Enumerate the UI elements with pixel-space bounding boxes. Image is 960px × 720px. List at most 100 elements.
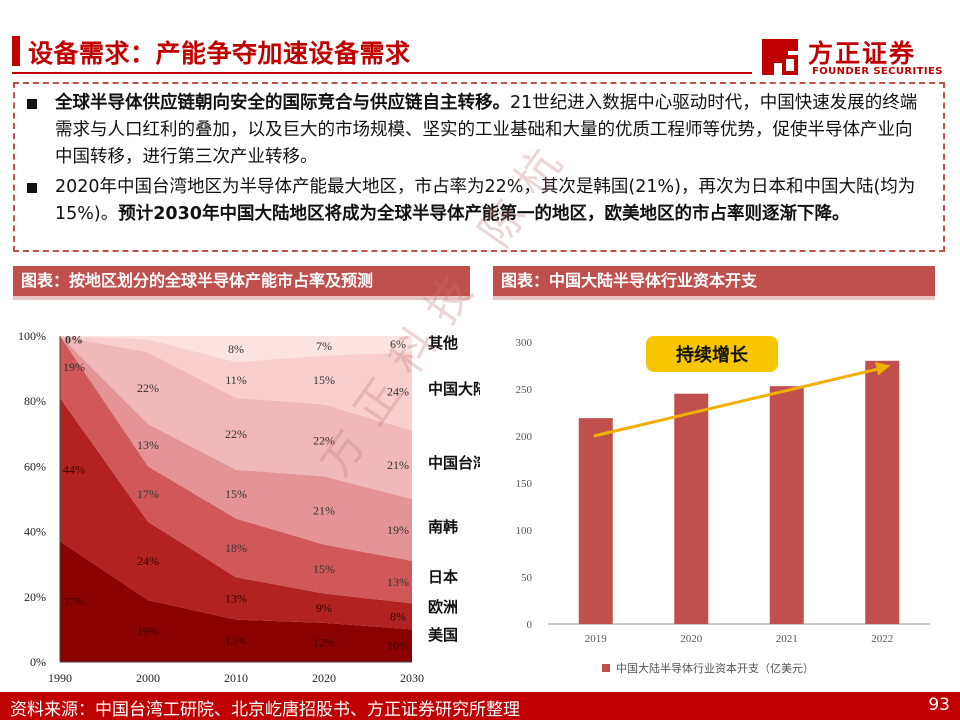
- data-label: 21%: [313, 503, 335, 517]
- area-series-0: [60, 541, 412, 662]
- right-banner-shadow: [493, 296, 935, 300]
- y-tick-label: 40%: [24, 525, 46, 539]
- y-tick-label: 0: [527, 619, 533, 631]
- y-tick-label: 300: [516, 337, 533, 349]
- data-label: 11%: [225, 373, 247, 387]
- bullet-square-icon: [27, 183, 37, 193]
- logo-english-name: FOUNDER SECURITIES: [812, 66, 943, 77]
- data-label: 19%: [387, 523, 409, 537]
- data-label: 7%: [316, 339, 332, 353]
- bullet-text: 2020年中国台湾地区为半导体产能最大地区，市占率为22%，其次是韩国(21%)…: [55, 177, 916, 224]
- trend-arrow-head-icon: [875, 361, 891, 376]
- legend-label: 中国大陆: [428, 380, 480, 398]
- x-tick-label: 2020: [680, 633, 703, 645]
- y-tick-label: 100: [516, 525, 533, 537]
- x-tick-label: 2019: [585, 633, 608, 645]
- data-label: 22%: [313, 433, 335, 447]
- bullet-square-icon: [27, 99, 37, 109]
- bar-2019: [578, 418, 613, 624]
- right-chart-title: 图表：中国大陆半导体行业资本开支: [493, 266, 935, 296]
- x-tick-label: 2000: [136, 671, 160, 685]
- annotation-badge: [646, 336, 778, 372]
- data-label: 44%: [63, 463, 85, 477]
- capex-bar-chart: 0 50 100 150 200 250 300 2019 2020 2021 2022 持续增长中国…: [516, 336, 930, 675]
- y-tick-label: 200: [516, 431, 533, 443]
- data-label: 24%: [387, 384, 409, 398]
- bullet-item: 2020年中国台湾地区为半导体产能最大地区，市占率为22%，其次是韩国(21%)…: [25, 174, 929, 228]
- page-number: 93: [928, 695, 950, 715]
- x-tick-label: 2020: [312, 671, 336, 685]
- data-label: 17%: [137, 487, 159, 501]
- x-tick-label: 2022: [871, 633, 893, 645]
- x-tick-label: 2021: [776, 633, 798, 645]
- area-series-2: [60, 336, 412, 604]
- y-tick-label: 250: [516, 384, 533, 396]
- data-label: 24%: [137, 554, 159, 568]
- data-label: 37%: [63, 595, 85, 609]
- legend-label: 中国台湾: [428, 454, 480, 472]
- summary-box: 全球半导体供应链朝向安全的国际竞合与供应链自主转移。21世纪进入数据中心驱动时代…: [13, 82, 945, 252]
- x-tick-label: 1990: [48, 671, 72, 685]
- bar-2021: [769, 386, 804, 624]
- bullet-bold-text: 预计2030年中国大陆地区将成为全球半导体产能第一的地区，欧美地区的市占率则逐渐…: [118, 204, 850, 224]
- legend-swatch: [602, 664, 610, 672]
- y-tick-label: 100%: [18, 329, 46, 343]
- title-underline: [12, 72, 752, 74]
- area-series-1: [60, 397, 412, 630]
- y-tick-label: 80%: [24, 394, 46, 408]
- bullet-text: 21世纪进入数据中心驱动时代，中国快速发展的终端需求与人口红利的叠加，以及巨大的…: [55, 93, 918, 167]
- data-label: 13%: [137, 438, 159, 452]
- data-label: 13%: [225, 591, 247, 605]
- data-label: 8%: [390, 609, 406, 623]
- data-label: 6%: [390, 337, 406, 351]
- data-label: 15%: [313, 562, 335, 576]
- left-banner-shadow: [13, 296, 470, 300]
- page-title: 设备需求：产能争夺加速设备需求: [28, 39, 411, 68]
- data-label: 22%: [137, 381, 159, 395]
- data-label: 22%: [225, 427, 247, 441]
- data-label: 15%: [313, 373, 335, 387]
- legend-label: 美国: [428, 626, 458, 644]
- area-series-4: [60, 336, 412, 499]
- logo-name: 方正证券: [808, 39, 917, 68]
- data-label: 13%: [387, 575, 409, 589]
- legend-label: 日本: [428, 568, 458, 586]
- x-tick-label: 2010: [224, 671, 248, 685]
- area-series-5: [60, 336, 412, 431]
- y-tick-label: 0%: [30, 655, 46, 669]
- source-note: 资料来源：中国台湾工研院、北京屹唐招股书、方正证券研究所整理: [10, 700, 520, 720]
- data-label: 19%: [63, 360, 85, 374]
- data-label: 21%: [387, 458, 409, 472]
- data-label: 10%: [387, 639, 409, 653]
- y-tick-label: 50: [521, 572, 533, 584]
- data-label: 15%: [225, 487, 247, 501]
- area-series-6: [60, 336, 412, 363]
- bullet-item: 全球半导体供应链朝向安全的国际竞合与供应链自主转移。21世纪进入数据中心驱动时代…: [25, 90, 929, 171]
- data-label: 0%: [65, 332, 83, 346]
- footer-bar: 资料来源：中国台湾工研院、北京屹唐招股书、方正证券研究所整理 93: [0, 692, 960, 720]
- legend-label: 其他: [428, 334, 458, 352]
- data-label: 12%: [313, 635, 335, 649]
- data-label: 18%: [225, 541, 247, 555]
- left-chart-title: 图表：按地区划分的全球半导体产能市占率及预测: [13, 266, 470, 296]
- y-tick-label: 150: [516, 478, 533, 490]
- y-tick-label: 20%: [24, 590, 46, 604]
- bar-2022: [865, 360, 900, 624]
- x-tick-label: 2030: [400, 671, 424, 685]
- founder-logo-icon: [762, 39, 798, 75]
- legend-label: 南韩: [428, 518, 458, 536]
- data-label: 19%: [137, 624, 159, 638]
- legend-label: 欧洲: [428, 598, 458, 616]
- legend-label: 中国大陆半导体行业资本开支（亿美元）: [616, 661, 814, 675]
- data-label: 8%: [228, 342, 244, 356]
- bar-2020: [674, 393, 709, 624]
- trend-arrow-line: [593, 367, 881, 438]
- annotation-label: 持续增长: [676, 344, 749, 366]
- data-label: 13%: [225, 634, 247, 648]
- area-series-3: [60, 336, 412, 561]
- bullet-bold-text: 全球半导体供应链朝向安全的国际竞合与供应链自主转移。: [55, 93, 510, 113]
- data-label: 9%: [316, 601, 332, 615]
- title-accent-bar: [12, 36, 20, 66]
- market-share-area-chart: 0% 20% 40% 60% 80% 100% 1990 2000 2010 2020 2030 37…: [18, 329, 480, 685]
- y-tick-label: 60%: [24, 459, 46, 473]
